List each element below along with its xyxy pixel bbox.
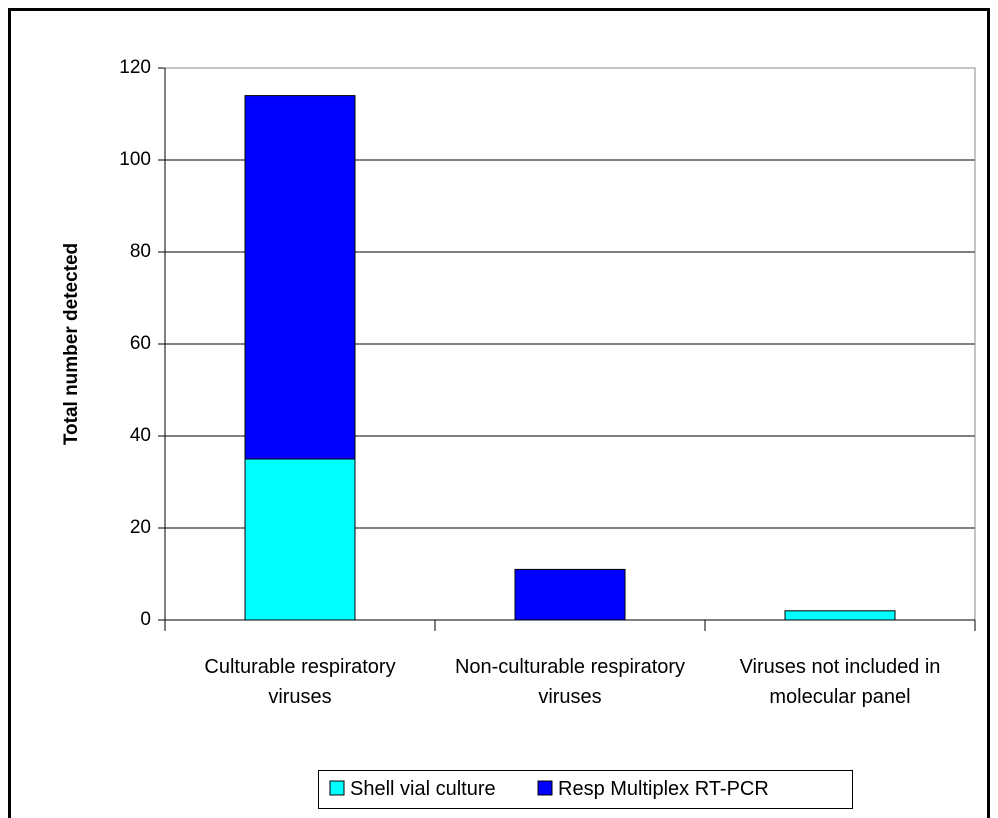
y-axis-label: Total number detected <box>61 243 82 445</box>
x-tick-label: Non-culturable respiratory viruses <box>454 656 686 708</box>
bar-segment <box>514 568 626 621</box>
frame <box>8 8 990 818</box>
x-tick-label: Culturable respiratory viruses <box>204 656 396 708</box>
legend-box <box>318 770 853 809</box>
legend-swatch <box>329 780 345 796</box>
y-tick-label: 20 <box>130 517 151 538</box>
y-tick-label: 120 <box>119 57 151 78</box>
y-tick-label: 40 <box>130 425 151 446</box>
y-tick-label: 100 <box>119 149 151 170</box>
y-tick-label: 60 <box>130 333 151 354</box>
legend-label: Shell vial culture <box>350 778 496 800</box>
bar-segment <box>244 458 356 621</box>
x-tick-label: Viruses not included in molecular panel <box>739 656 941 708</box>
bar-segment <box>784 610 896 621</box>
legend-swatch <box>537 780 553 796</box>
legend-label: Resp Multiplex RT-PCR <box>558 778 769 800</box>
y-tick-label: 0 <box>140 609 151 630</box>
y-tick-label: 80 <box>130 241 151 262</box>
bar-segment <box>244 95 356 460</box>
